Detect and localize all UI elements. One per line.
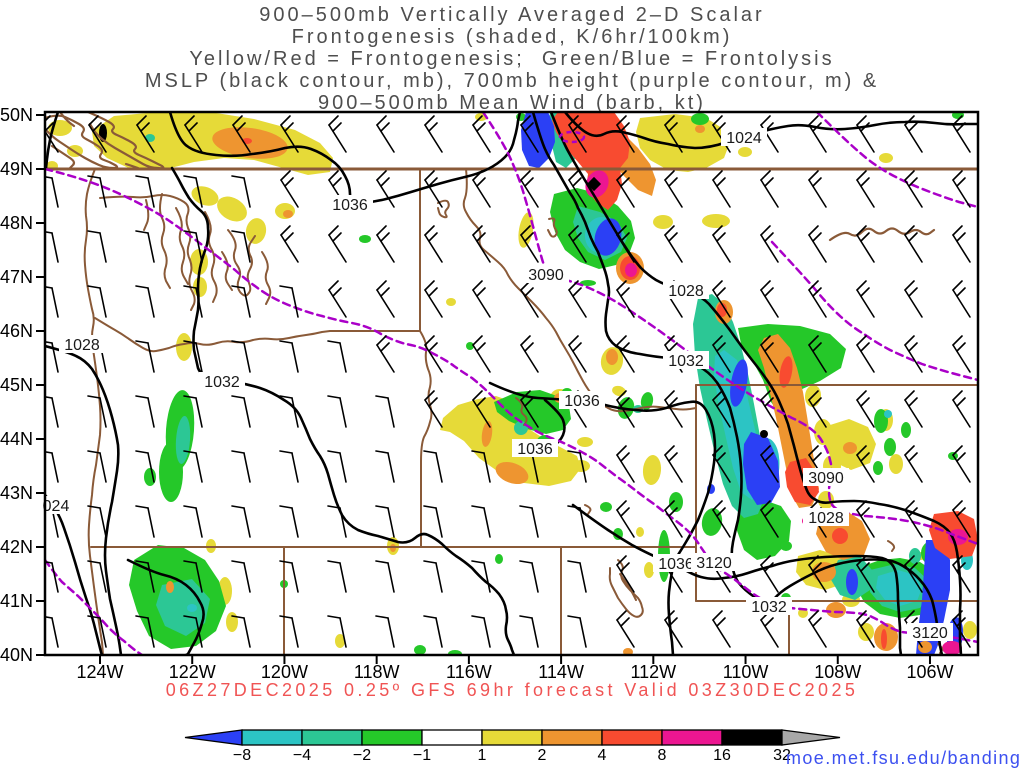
- svg-text:2: 2: [538, 747, 547, 764]
- svg-text:42N: 42N: [0, 537, 33, 557]
- svg-text:48N: 48N: [0, 213, 33, 233]
- svg-text:1032: 1032: [668, 353, 704, 370]
- svg-text:114W: 114W: [538, 662, 584, 682]
- svg-text:45N: 45N: [0, 375, 33, 395]
- svg-text:108W: 108W: [814, 662, 861, 682]
- svg-text:43N: 43N: [0, 483, 33, 503]
- svg-text:112W: 112W: [630, 662, 676, 682]
- svg-text:1036: 1036: [332, 197, 368, 214]
- svg-text:124W: 124W: [76, 662, 123, 682]
- svg-text:1032: 1032: [751, 599, 787, 616]
- svg-text:3120: 3120: [696, 555, 732, 572]
- svg-text:1028: 1028: [668, 283, 704, 300]
- svg-text:3090: 3090: [808, 470, 844, 487]
- svg-text:32: 32: [773, 747, 791, 764]
- svg-text:16: 16: [713, 747, 731, 764]
- svg-text:−1: −1: [413, 747, 431, 764]
- svg-text:118W: 118W: [354, 662, 400, 682]
- svg-text:122W: 122W: [169, 662, 216, 682]
- svg-text:−4: −4: [293, 747, 311, 764]
- svg-text:1032: 1032: [204, 374, 240, 391]
- svg-text:1036: 1036: [517, 441, 553, 458]
- svg-text:1024: 1024: [726, 130, 762, 147]
- svg-text:44N: 44N: [0, 429, 33, 449]
- svg-text:8: 8: [658, 747, 667, 764]
- svg-text:−8: −8: [233, 747, 251, 764]
- svg-text:47N: 47N: [0, 267, 33, 287]
- svg-text:1: 1: [478, 747, 487, 764]
- svg-text:41N: 41N: [0, 591, 33, 611]
- svg-text:3120: 3120: [912, 625, 948, 642]
- svg-text:40N: 40N: [0, 645, 33, 665]
- svg-text:024: 024: [43, 498, 70, 515]
- svg-text:4: 4: [598, 747, 607, 764]
- svg-text:1036: 1036: [564, 393, 600, 410]
- svg-text:116W: 116W: [446, 662, 492, 682]
- svg-text:110W: 110W: [723, 662, 769, 682]
- svg-text:3090: 3090: [528, 267, 564, 284]
- svg-text:−2: −2: [353, 747, 371, 764]
- svg-text:106W: 106W: [906, 662, 953, 682]
- svg-text:1028: 1028: [808, 510, 844, 527]
- svg-text:49N: 49N: [0, 159, 33, 179]
- svg-text:1028: 1028: [64, 337, 100, 354]
- svg-text:46N: 46N: [0, 321, 33, 341]
- svg-text:50N: 50N: [0, 105, 33, 125]
- svg-text:1036: 1036: [658, 556, 694, 573]
- svg-text:120W: 120W: [261, 662, 308, 682]
